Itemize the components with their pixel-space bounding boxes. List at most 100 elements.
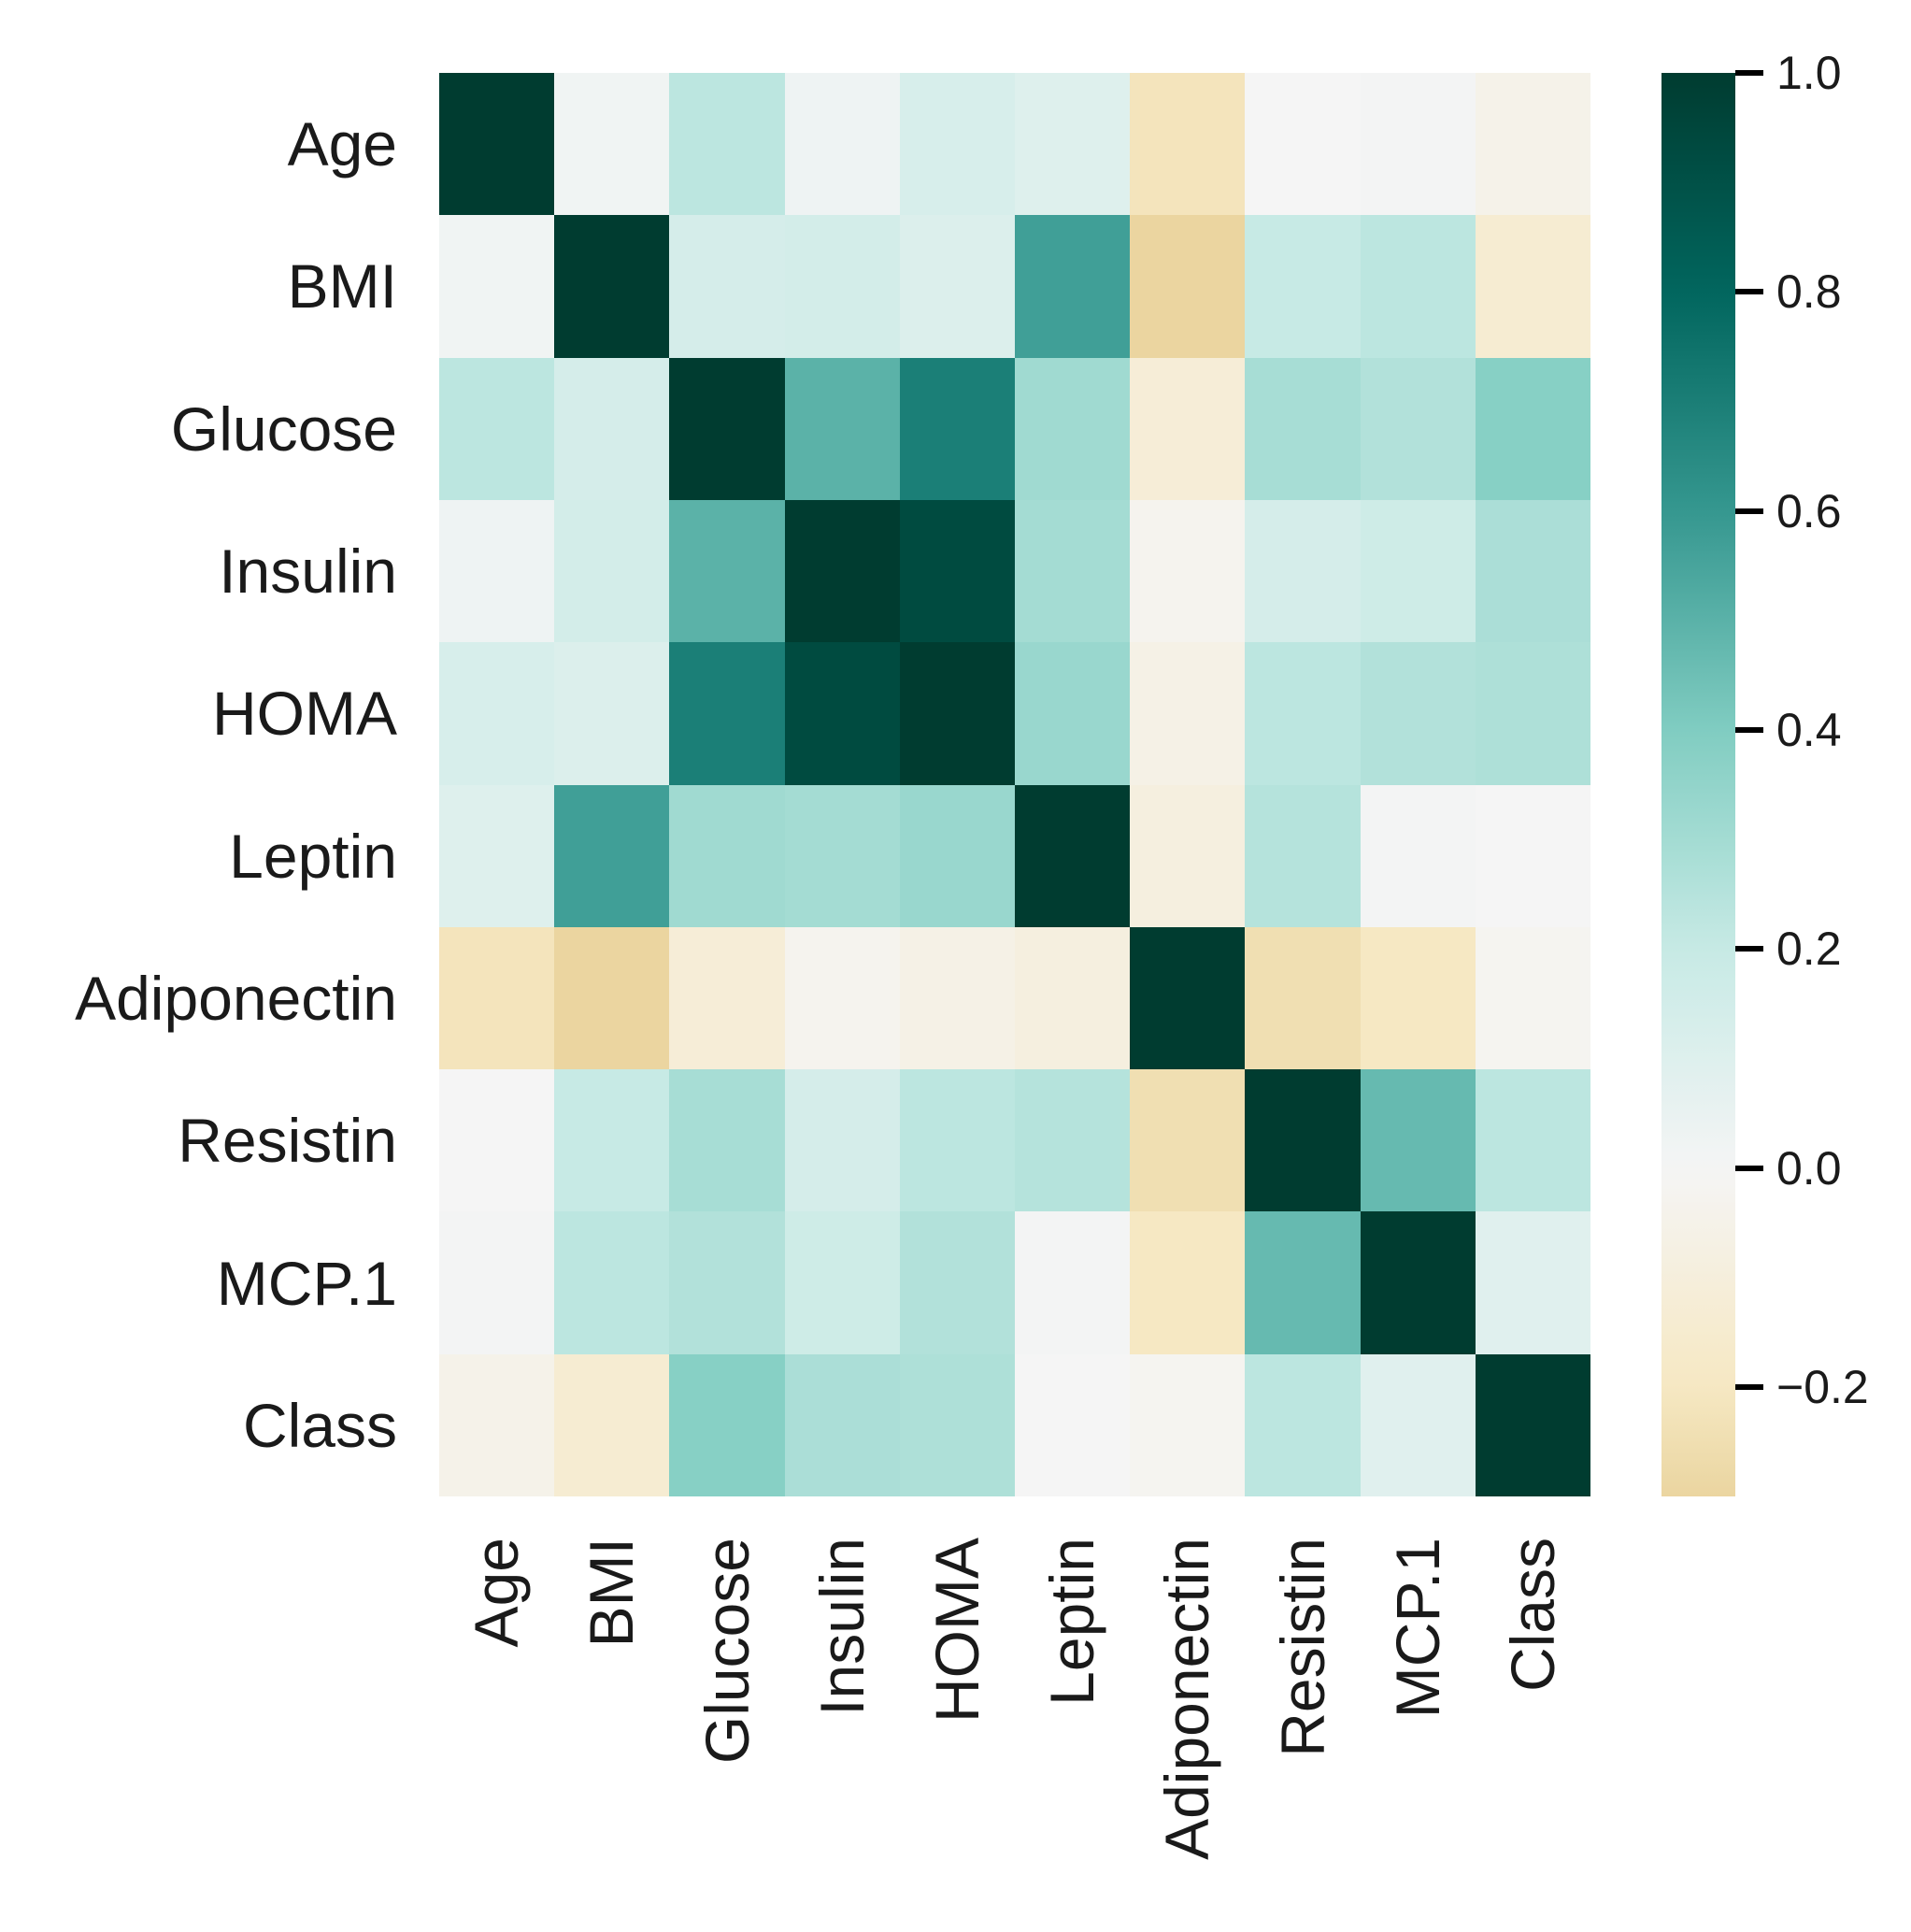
y-tick-label-MCP.1: MCP.1 — [216, 1248, 397, 1318]
heatmap-cell-Glucose-Insulin — [785, 358, 900, 500]
colorbar-tick-label: 0.0 — [1776, 1142, 1842, 1195]
x-tick-label-Leptin: Leptin — [1037, 1538, 1107, 1706]
heatmap-cell-HOMA-Insulin — [785, 642, 900, 785]
heatmap-cell-BMI-HOMA — [900, 215, 1015, 358]
heatmap-cell-Adiponectin-Class — [1476, 927, 1590, 1069]
x-tick-label-Glucose: Glucose — [692, 1538, 762, 1765]
colorbar-tick-mark — [1735, 1166, 1763, 1171]
heatmap-cell-MCP.1-HOMA — [900, 1211, 1015, 1354]
x-tick-label-HOMA: HOMA — [922, 1538, 992, 1723]
heatmap-cell-BMI-Leptin — [1015, 215, 1130, 358]
y-tick-label-Age: Age — [287, 109, 397, 179]
heatmap-cell-Age-Leptin — [1015, 73, 1130, 215]
heatmap-cell-BMI-Resistin — [1245, 215, 1361, 358]
heatmap-cell-Resistin-Insulin — [785, 1069, 900, 1211]
heatmap-cell-Resistin-Age — [439, 1069, 554, 1211]
heatmap-cell-Age-Age — [439, 73, 554, 215]
heatmap-cell-HOMA-Resistin — [1245, 642, 1361, 785]
heatmap-cell-Leptin-Glucose — [669, 785, 785, 927]
heatmap-cell-HOMA-HOMA — [900, 642, 1015, 785]
heatmap-cell-Leptin-Class — [1476, 785, 1590, 927]
heatmap-cell-Class-Class — [1476, 1354, 1590, 1496]
heatmap-cell-Class-Leptin — [1015, 1354, 1130, 1496]
heatmap-cell-Age-Resistin — [1245, 73, 1361, 215]
x-tick-label-Adiponectin: Adiponectin — [1152, 1538, 1222, 1860]
heatmap-cell-MCP.1-Adiponectin — [1130, 1211, 1245, 1354]
heatmap-cell-BMI-BMI — [554, 215, 669, 358]
heatmap-cell-Leptin-Adiponectin — [1130, 785, 1245, 927]
y-tick-label-Glucose: Glucose — [170, 394, 397, 464]
heatmap-cell-BMI-Class — [1476, 215, 1590, 358]
heatmap-cell-Insulin-Glucose — [669, 500, 785, 642]
heatmap-cell-Insulin-Insulin — [785, 500, 900, 642]
colorbar-tick-mark — [1735, 946, 1763, 952]
heatmap-cell-Leptin-BMI — [554, 785, 669, 927]
heatmap-cell-MCP.1-MCP.1 — [1361, 1211, 1476, 1354]
heatmap-cell-Insulin-BMI — [554, 500, 669, 642]
heatmap-cell-Insulin-MCP.1 — [1361, 500, 1476, 642]
heatmap-cell-Glucose-Leptin — [1015, 358, 1130, 500]
heatmap-cell-MCP.1-Insulin — [785, 1211, 900, 1354]
heatmap-cell-Adiponectin-Adiponectin — [1130, 927, 1245, 1069]
heatmap-cell-Glucose-Glucose — [669, 358, 785, 500]
y-tick-label-Class: Class — [242, 1390, 397, 1460]
colorbar-tick-label: 1.0 — [1776, 47, 1842, 99]
colorbar-tick-label: 0.6 — [1776, 485, 1842, 537]
heatmap-cell-MCP.1-Leptin — [1015, 1211, 1130, 1354]
y-tick-label-Leptin: Leptin — [229, 821, 397, 891]
heatmap-cell-Adiponectin-Resistin — [1245, 927, 1361, 1069]
heatmap-cell-Leptin-Age — [439, 785, 554, 927]
heatmap-cell-Age-Adiponectin — [1130, 73, 1245, 215]
colorbar-tick-label: 0.8 — [1776, 265, 1842, 318]
heatmap-cell-Age-Class — [1476, 73, 1590, 215]
heatmap-cell-Adiponectin-Leptin — [1015, 927, 1130, 1069]
y-tick-label-Resistin: Resistin — [178, 1106, 397, 1176]
heatmap-cell-Glucose-HOMA — [900, 358, 1015, 500]
heatmap-cell-Resistin-Glucose — [669, 1069, 785, 1211]
heatmap-cell-Age-Insulin — [785, 73, 900, 215]
heatmap-cell-Insulin-Resistin — [1245, 500, 1361, 642]
heatmap-cell-BMI-Glucose — [669, 215, 785, 358]
heatmap-cell-Adiponectin-Age — [439, 927, 554, 1069]
colorbar-tick-label: 0.4 — [1776, 704, 1842, 756]
colorbar-tick-label: −0.2 — [1776, 1361, 1869, 1413]
y-tick-label-Adiponectin: Adiponectin — [75, 963, 397, 1033]
heatmap-cell-Age-BMI — [554, 73, 669, 215]
heatmap-cell-Class-HOMA — [900, 1354, 1015, 1496]
heatmap-cell-Glucose-MCP.1 — [1361, 358, 1476, 500]
heatmap-cell-Resistin-Resistin — [1245, 1069, 1361, 1211]
heatmap-cell-Class-Resistin — [1245, 1354, 1361, 1496]
heatmap-cell-Resistin-HOMA — [900, 1069, 1015, 1211]
heatmap-cell-Resistin-MCP.1 — [1361, 1069, 1476, 1211]
heatmap-cell-MCP.1-Glucose — [669, 1211, 785, 1354]
x-tick-label-BMI: BMI — [577, 1538, 647, 1648]
heatmap-cell-MCP.1-Class — [1476, 1211, 1590, 1354]
heatmap-cell-HOMA-Adiponectin — [1130, 642, 1245, 785]
heatmap-cell-Class-MCP.1 — [1361, 1354, 1476, 1496]
heatmap-cell-Adiponectin-BMI — [554, 927, 669, 1069]
heatmap-cell-Glucose-Class — [1476, 358, 1590, 500]
heatmap-cell-Class-BMI — [554, 1354, 669, 1496]
heatmap-cell-Class-Adiponectin — [1130, 1354, 1245, 1496]
heatmap-cell-Adiponectin-Glucose — [669, 927, 785, 1069]
heatmap-cell-Adiponectin-HOMA — [900, 927, 1015, 1069]
colorbar-tick-mark — [1735, 727, 1763, 733]
heatmap-cell-Insulin-Adiponectin — [1130, 500, 1245, 642]
heatmap-cell-BMI-MCP.1 — [1361, 215, 1476, 358]
heatmap-cell-Leptin-Resistin — [1245, 785, 1361, 927]
heatmap-cell-HOMA-Class — [1476, 642, 1590, 785]
heatmap-cell-BMI-Insulin — [785, 215, 900, 358]
heatmap-cell-Age-Glucose — [669, 73, 785, 215]
y-tick-label-HOMA: HOMA — [212, 679, 397, 749]
heatmap-cell-HOMA-Leptin — [1015, 642, 1130, 785]
heatmap-cell-Glucose-Adiponectin — [1130, 358, 1245, 500]
heatmap-cell-Insulin-Leptin — [1015, 500, 1130, 642]
heatmap-cell-BMI-Age — [439, 215, 554, 358]
heatmap-cell-Resistin-Class — [1476, 1069, 1590, 1211]
heatmap-cell-Insulin-HOMA — [900, 500, 1015, 642]
heatmap-cell-Glucose-Resistin — [1245, 358, 1361, 500]
heatmap-cell-Resistin-BMI — [554, 1069, 669, 1211]
heatmap-cell-HOMA-Glucose — [669, 642, 785, 785]
heatmap-cell-Age-MCP.1 — [1361, 73, 1476, 215]
heatmap-cell-Class-Glucose — [669, 1354, 785, 1496]
